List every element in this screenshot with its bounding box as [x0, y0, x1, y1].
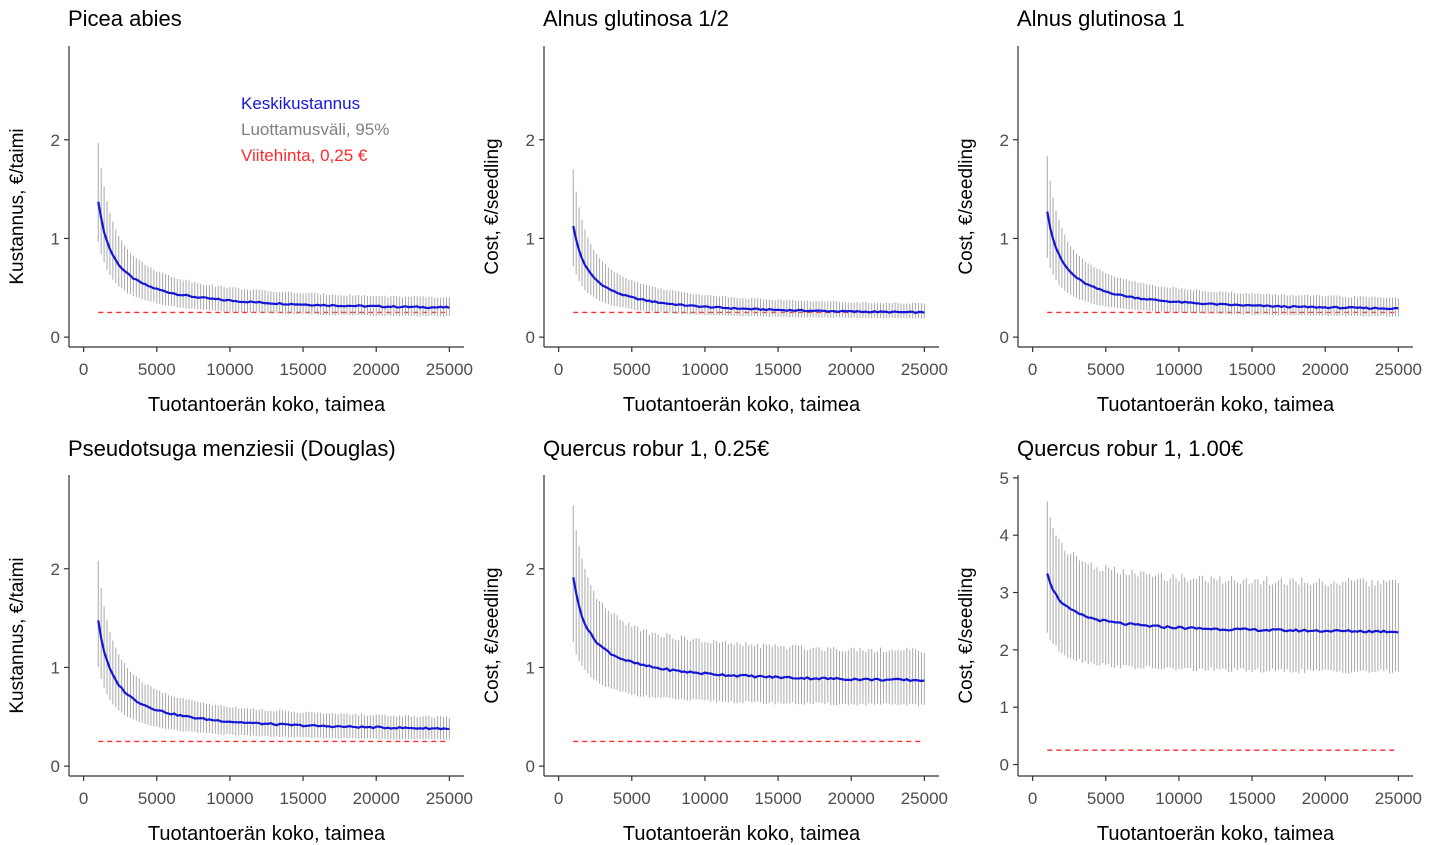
- panel-6: Quercus robur 1, 1.00€ 0 1 2 3 4 5 0 5000 10000 15…: [956, 436, 1422, 845]
- y-tick-label: 4: [1000, 526, 1009, 545]
- x-tick-label: 5000: [613, 789, 651, 808]
- x-tick-label: 20000: [1302, 360, 1349, 379]
- panel-title: Alnus glutinosa 1: [1017, 6, 1185, 31]
- x-tick-label: 10000: [206, 789, 253, 808]
- x-tick-label: 20000: [353, 789, 400, 808]
- y-tick-label: 0: [526, 328, 535, 347]
- x-tick-label: 0: [79, 360, 88, 379]
- x-tick-label: 0: [554, 789, 563, 808]
- panel-title: Pseudotsuga menziesii (Douglas): [68, 436, 396, 461]
- y-tick-label: 1: [1000, 229, 1009, 248]
- x-tick-label: 0: [1028, 360, 1037, 379]
- panel-title: Picea abies: [68, 6, 182, 31]
- mean-line: [572, 225, 925, 315]
- y-axis-label: Kustannus, €/taimi: [7, 557, 28, 713]
- x-tick-label: 20000: [353, 360, 400, 379]
- x-tick-label: 15000: [1228, 360, 1275, 379]
- x-tick-label: 25000: [1375, 360, 1422, 379]
- y-axis-label: Kustannus, €/taimi: [7, 128, 28, 284]
- y-tick-label: 1: [526, 229, 535, 248]
- panel-4: Pseudotsuga menziesii (Douglas) 0 1 2 0 5000 1…: [7, 436, 473, 845]
- y-tick-label: 0: [51, 757, 60, 776]
- x-axis-label: Tuotantoerän koko, taimea: [623, 394, 861, 416]
- panel-1: Picea abies 0 1 2 0 5000 10000 15000 20000 25000 T…: [7, 6, 473, 416]
- y-tick-label: 2: [526, 560, 535, 579]
- x-tick-label: 20000: [1302, 789, 1349, 808]
- x-tick-label: 0: [1028, 789, 1037, 808]
- panel-5: Quercus robur 1, 0.25€ 0 1 2 0 5000 10000 15000…: [482, 436, 948, 845]
- y-tick-label: 1: [51, 658, 60, 677]
- x-axis-label: Tuotantoerän koko, taimea: [1097, 394, 1335, 416]
- x-axis-label: Tuotantoerän koko, taimea: [148, 394, 386, 416]
- y-tick-label: 2: [1000, 641, 1009, 660]
- ci-bars: [572, 505, 925, 707]
- x-tick-label: 10000: [206, 360, 253, 379]
- x-tick-label: 25000: [426, 360, 473, 379]
- y-axis-label: Cost, €/seedling: [482, 567, 503, 703]
- y-tick-label: 0: [1000, 756, 1009, 775]
- y-tick-label: 0: [1000, 328, 1009, 347]
- panel-title: Quercus robur 1, 1.00€: [1017, 436, 1243, 461]
- panel-3: Alnus glutinosa 1 0 1 2 0 5000 10000 15000 20000…: [956, 6, 1422, 416]
- x-tick-label: 10000: [681, 360, 728, 379]
- x-tick-label: 5000: [613, 360, 651, 379]
- y-axis-label: Cost, €/seedling: [956, 567, 977, 703]
- x-tick-label: 20000: [828, 789, 875, 808]
- y-tick-label: 0: [526, 757, 535, 776]
- legend-reference: Viitehinta, 0,25 €: [241, 146, 368, 165]
- x-tick-label: 20000: [828, 360, 875, 379]
- ci-bars: [97, 560, 450, 740]
- y-axis-label: Cost, €/seedling: [482, 138, 503, 274]
- y-tick-label: 2: [526, 131, 535, 150]
- legend: Keskikustannus Luottamusväli, 95% Viitehin…: [241, 94, 389, 165]
- x-tick-label: 25000: [901, 789, 948, 808]
- y-tick-label: 0: [51, 328, 60, 347]
- legend-ci: Luottamusväli, 95%: [241, 120, 389, 139]
- x-tick-label: 15000: [279, 360, 326, 379]
- x-tick-label: 25000: [1375, 789, 1422, 808]
- mean-line: [1046, 573, 1399, 634]
- x-tick-label: 5000: [138, 360, 176, 379]
- x-tick-label: 0: [554, 360, 563, 379]
- y-tick-label: 5: [1000, 469, 1009, 488]
- x-tick-label: 15000: [279, 789, 326, 808]
- y-tick-label: 2: [51, 560, 60, 579]
- panel-title: Quercus robur 1, 0.25€: [543, 436, 769, 461]
- panel-title: Alnus glutinosa 1/2: [543, 6, 729, 31]
- x-tick-label: 25000: [426, 789, 473, 808]
- x-tick-label: 10000: [1155, 360, 1202, 379]
- mean-line: [97, 620, 450, 731]
- y-axis-label: Cost, €/seedling: [956, 138, 977, 274]
- x-axis-label: Tuotantoerän koko, taimea: [623, 823, 861, 845]
- x-tick-label: 5000: [138, 789, 176, 808]
- legend-mean: Keskikustannus: [241, 94, 360, 113]
- x-tick-label: 5000: [1087, 360, 1125, 379]
- x-axis-label: Tuotantoerän koko, taimea: [148, 823, 386, 845]
- y-tick-label: 1: [1000, 698, 1009, 717]
- x-tick-label: 15000: [1228, 789, 1275, 808]
- x-tick-label: 5000: [1087, 789, 1125, 808]
- ci-bars: [1046, 156, 1399, 317]
- y-tick-label: 1: [526, 658, 535, 677]
- x-tick-label: 25000: [901, 360, 948, 379]
- x-tick-label: 15000: [754, 360, 801, 379]
- y-tick-label: 2: [1000, 131, 1009, 150]
- ci-bars: [1046, 501, 1399, 674]
- y-tick-label: 3: [1000, 584, 1009, 603]
- x-tick-label: 10000: [681, 789, 728, 808]
- mean-line: [572, 577, 925, 683]
- ci-bars: [572, 169, 925, 319]
- panel-2: Alnus glutinosa 1/2 0 1 2 0 5000 10000 15000 200…: [482, 6, 948, 416]
- x-axis-label: Tuotantoerän koko, taimea: [1097, 823, 1335, 845]
- mean-line: [1046, 211, 1399, 311]
- y-tick-label: 1: [51, 229, 60, 248]
- y-tick-label: 2: [51, 131, 60, 150]
- ci-bars: [97, 143, 450, 317]
- x-tick-label: 0: [79, 789, 88, 808]
- x-tick-label: 10000: [1155, 789, 1202, 808]
- mean-line: [97, 201, 450, 310]
- x-tick-label: 15000: [754, 789, 801, 808]
